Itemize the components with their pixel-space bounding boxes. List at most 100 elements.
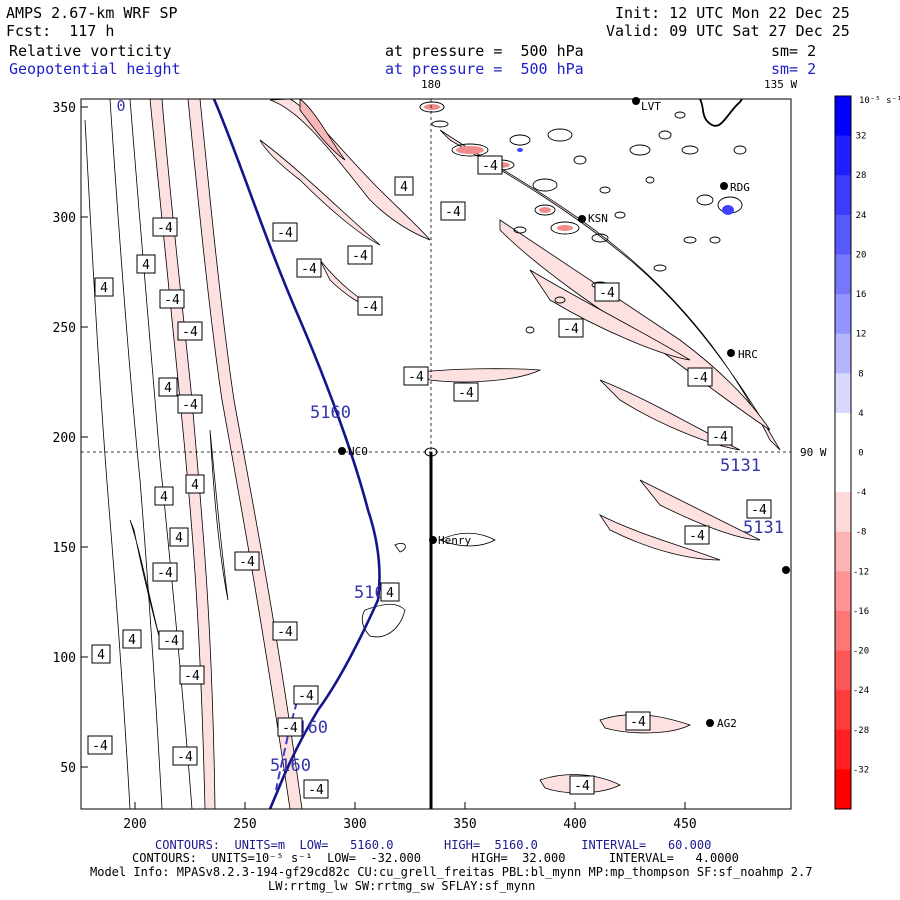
colorbar-swatch [835, 769, 851, 810]
smoothing-1: sm= 2 [771, 42, 817, 60]
svg-text:-4: -4 [157, 221, 173, 236]
height-label: 5160 [270, 756, 311, 776]
model-title: AMPS 2.67-km WRF SP [6, 4, 178, 22]
pole-marker [424, 447, 438, 457]
positive-vorticity-cells [517, 148, 734, 215]
label-box: 4 [158, 377, 178, 397]
vort-cell [550, 221, 580, 235]
station-ag2-label: AG2 [717, 717, 737, 730]
vort-cell [532, 178, 558, 192]
colorbar-frame [834, 95, 852, 810]
x-tick-label: 450 [673, 817, 696, 832]
x-tick-label: 200 [123, 817, 146, 832]
vort-cell [419, 101, 445, 113]
label-box: -4 [403, 366, 429, 386]
svg-text:-4: -4 [277, 226, 293, 241]
label-box: -4 [347, 245, 373, 265]
pressure-level-1: at pressure = 500 hPa [385, 42, 584, 60]
label-box: -4 [158, 630, 184, 650]
vort-band [149, 99, 216, 809]
vort-cell [591, 233, 609, 243]
label-box: -4 [594, 282, 620, 302]
label-box: -4 [357, 296, 383, 316]
vort-cell [629, 144, 651, 156]
station-ag2-marker [706, 719, 714, 727]
svg-text:4: 4 [175, 531, 183, 546]
field-height: Geopotential height [9, 60, 181, 78]
label-box: -4 [558, 318, 584, 338]
vort-contour [84, 119, 131, 809]
station-hrc-marker [727, 349, 735, 357]
lon-180-label: 180 [421, 78, 441, 91]
vort-cell [645, 176, 655, 184]
vort-cell [709, 236, 721, 244]
svg-text:4: 4 [97, 648, 105, 663]
field-vorticity: Relative vorticity [9, 42, 172, 60]
colorbar-swatch [835, 294, 851, 335]
footer-height-contours: CONTOURS: UNITS=m LOW= 5160.0 HIGH= 5160… [155, 838, 712, 852]
vort-band [299, 99, 346, 161]
station-rdg-marker [720, 182, 728, 190]
y-tick-label: 300 [53, 211, 76, 226]
station-henry-marker [429, 536, 437, 544]
label-box: -4 [569, 775, 595, 795]
colorbar-swatch [835, 492, 851, 533]
label-box: -4 [87, 735, 113, 755]
svg-text:-4: -4 [298, 689, 314, 704]
height-contour-5160 [212, 99, 381, 809]
svg-text:4: 4 [164, 381, 172, 396]
vort-cell-red [557, 225, 573, 231]
label-box: -4 [746, 499, 772, 519]
label-box: 4 [380, 582, 400, 602]
svg-text:-4: -4 [182, 398, 198, 413]
valid-time: Valid: 09 UTC Sat 27 Dec 25 [606, 22, 850, 40]
vort-cell [674, 111, 686, 119]
vort-cell [509, 134, 531, 146]
svg-text:4: 4 [100, 281, 108, 296]
vort-cell [653, 264, 667, 272]
vort-cell [683, 236, 697, 244]
plot-frame [80, 98, 792, 810]
colorbar-label: 32 [856, 132, 867, 142]
vort-band [529, 269, 691, 361]
vort-band [599, 379, 741, 451]
station-nco-label: NCO [348, 445, 368, 458]
vort-contour [361, 603, 406, 638]
svg-text:-4: -4 [352, 249, 368, 264]
colorbar-swatches [835, 96, 851, 810]
svg-text:-4: -4 [157, 566, 173, 581]
vort-cell [513, 226, 527, 234]
label-box: -4 [179, 665, 205, 685]
station-rdg-label: RDG [730, 181, 750, 194]
svg-text:-4: -4 [482, 159, 498, 174]
svg-text:-4: -4 [630, 715, 646, 730]
x-tick-label: 350 [453, 817, 476, 832]
label-box: -4 [296, 258, 322, 278]
vort-cell [573, 155, 587, 165]
lon-135w-label: 135 W [764, 78, 798, 91]
colorbar-label: 8 [858, 369, 863, 379]
label-box: -4 [687, 367, 713, 387]
footer-vorticity-contours: CONTOURS: UNITS=10⁻⁵ s⁻¹ LOW= -32.000 HI… [132, 851, 739, 865]
negative-vorticity-cells [424, 104, 573, 231]
colorbar-label: 20 [856, 250, 867, 260]
svg-text:-4: -4 [163, 634, 179, 649]
station-hrc-label: HRC [738, 348, 758, 361]
vort-cell [525, 326, 535, 334]
label-box: -4 [707, 426, 733, 446]
label-box: -4 [177, 394, 203, 414]
svg-text:4: 4 [142, 258, 150, 273]
colorbar-swatch [835, 412, 851, 453]
vort-cell [658, 130, 672, 140]
vort-band [418, 368, 542, 383]
svg-text:4: 4 [160, 490, 168, 505]
vort-band [269, 99, 431, 241]
label-box: 4 [136, 254, 156, 274]
svg-text:-4: -4 [239, 555, 255, 570]
vort-cell [451, 143, 489, 157]
vort-cell-red [456, 146, 484, 154]
colorbar-label: -4 [856, 488, 867, 498]
x-tick-label: 400 [563, 817, 586, 832]
label-box: -4 [453, 382, 479, 402]
colorbar-label: 24 [856, 211, 867, 221]
